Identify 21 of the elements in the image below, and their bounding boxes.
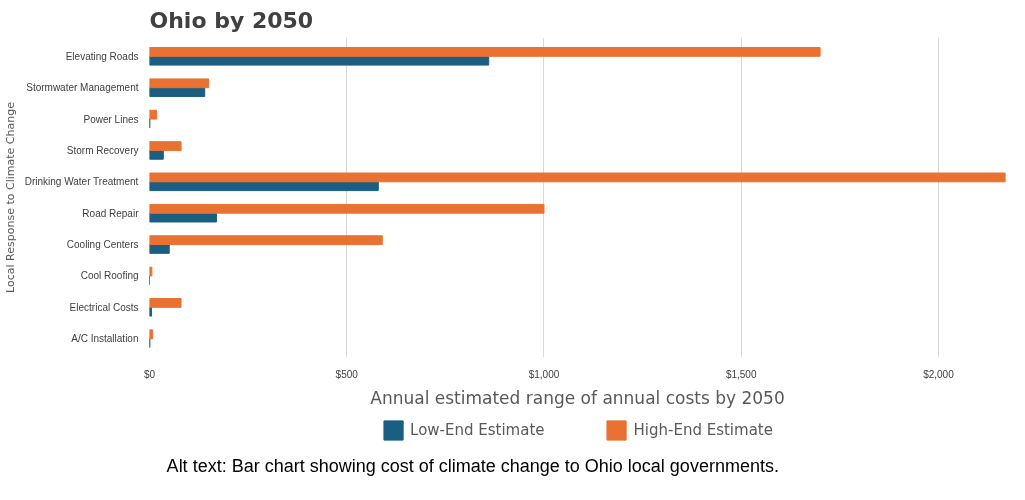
legend-label: High-End Estimate [633,421,773,439]
chart-title: Ohio by 2050 [149,7,314,33]
x-axis-title: Annual estimated range of annual costs by 2050 [370,387,785,408]
x-tick-label: $0 [143,368,156,380]
text: Alt text: Bar chart showing cost of climate change to Ohio local governments. [166,455,779,476]
y-tick-label: Power Lines [83,113,139,125]
y-axis-title: Local Response to Climate Change [3,101,17,293]
x-tick-label: $1,000 [528,368,560,380]
legend-label: Low-End Estimate [410,421,545,439]
y-tick-label: Elevating Roads [65,50,139,62]
x-tick-label: $2,000 [923,368,955,380]
y-tick-label: Storm Recovery [66,144,139,156]
y-tick-label: A/C Installation [71,333,139,345]
y-tick-label: Electrical Costs [69,301,139,313]
y-tick-label: Cool Roofing [80,270,139,282]
y-tick-label: Road Repair [82,207,140,219]
y-tick-label: Cooling Centers [66,239,139,251]
y-tick-label: Stormwater Management [26,82,139,94]
y-tick-label: Drinking Water Treatment [24,176,139,188]
x-tick-label: $1,500 [725,368,757,380]
x-tick-label: $500 [335,368,359,380]
